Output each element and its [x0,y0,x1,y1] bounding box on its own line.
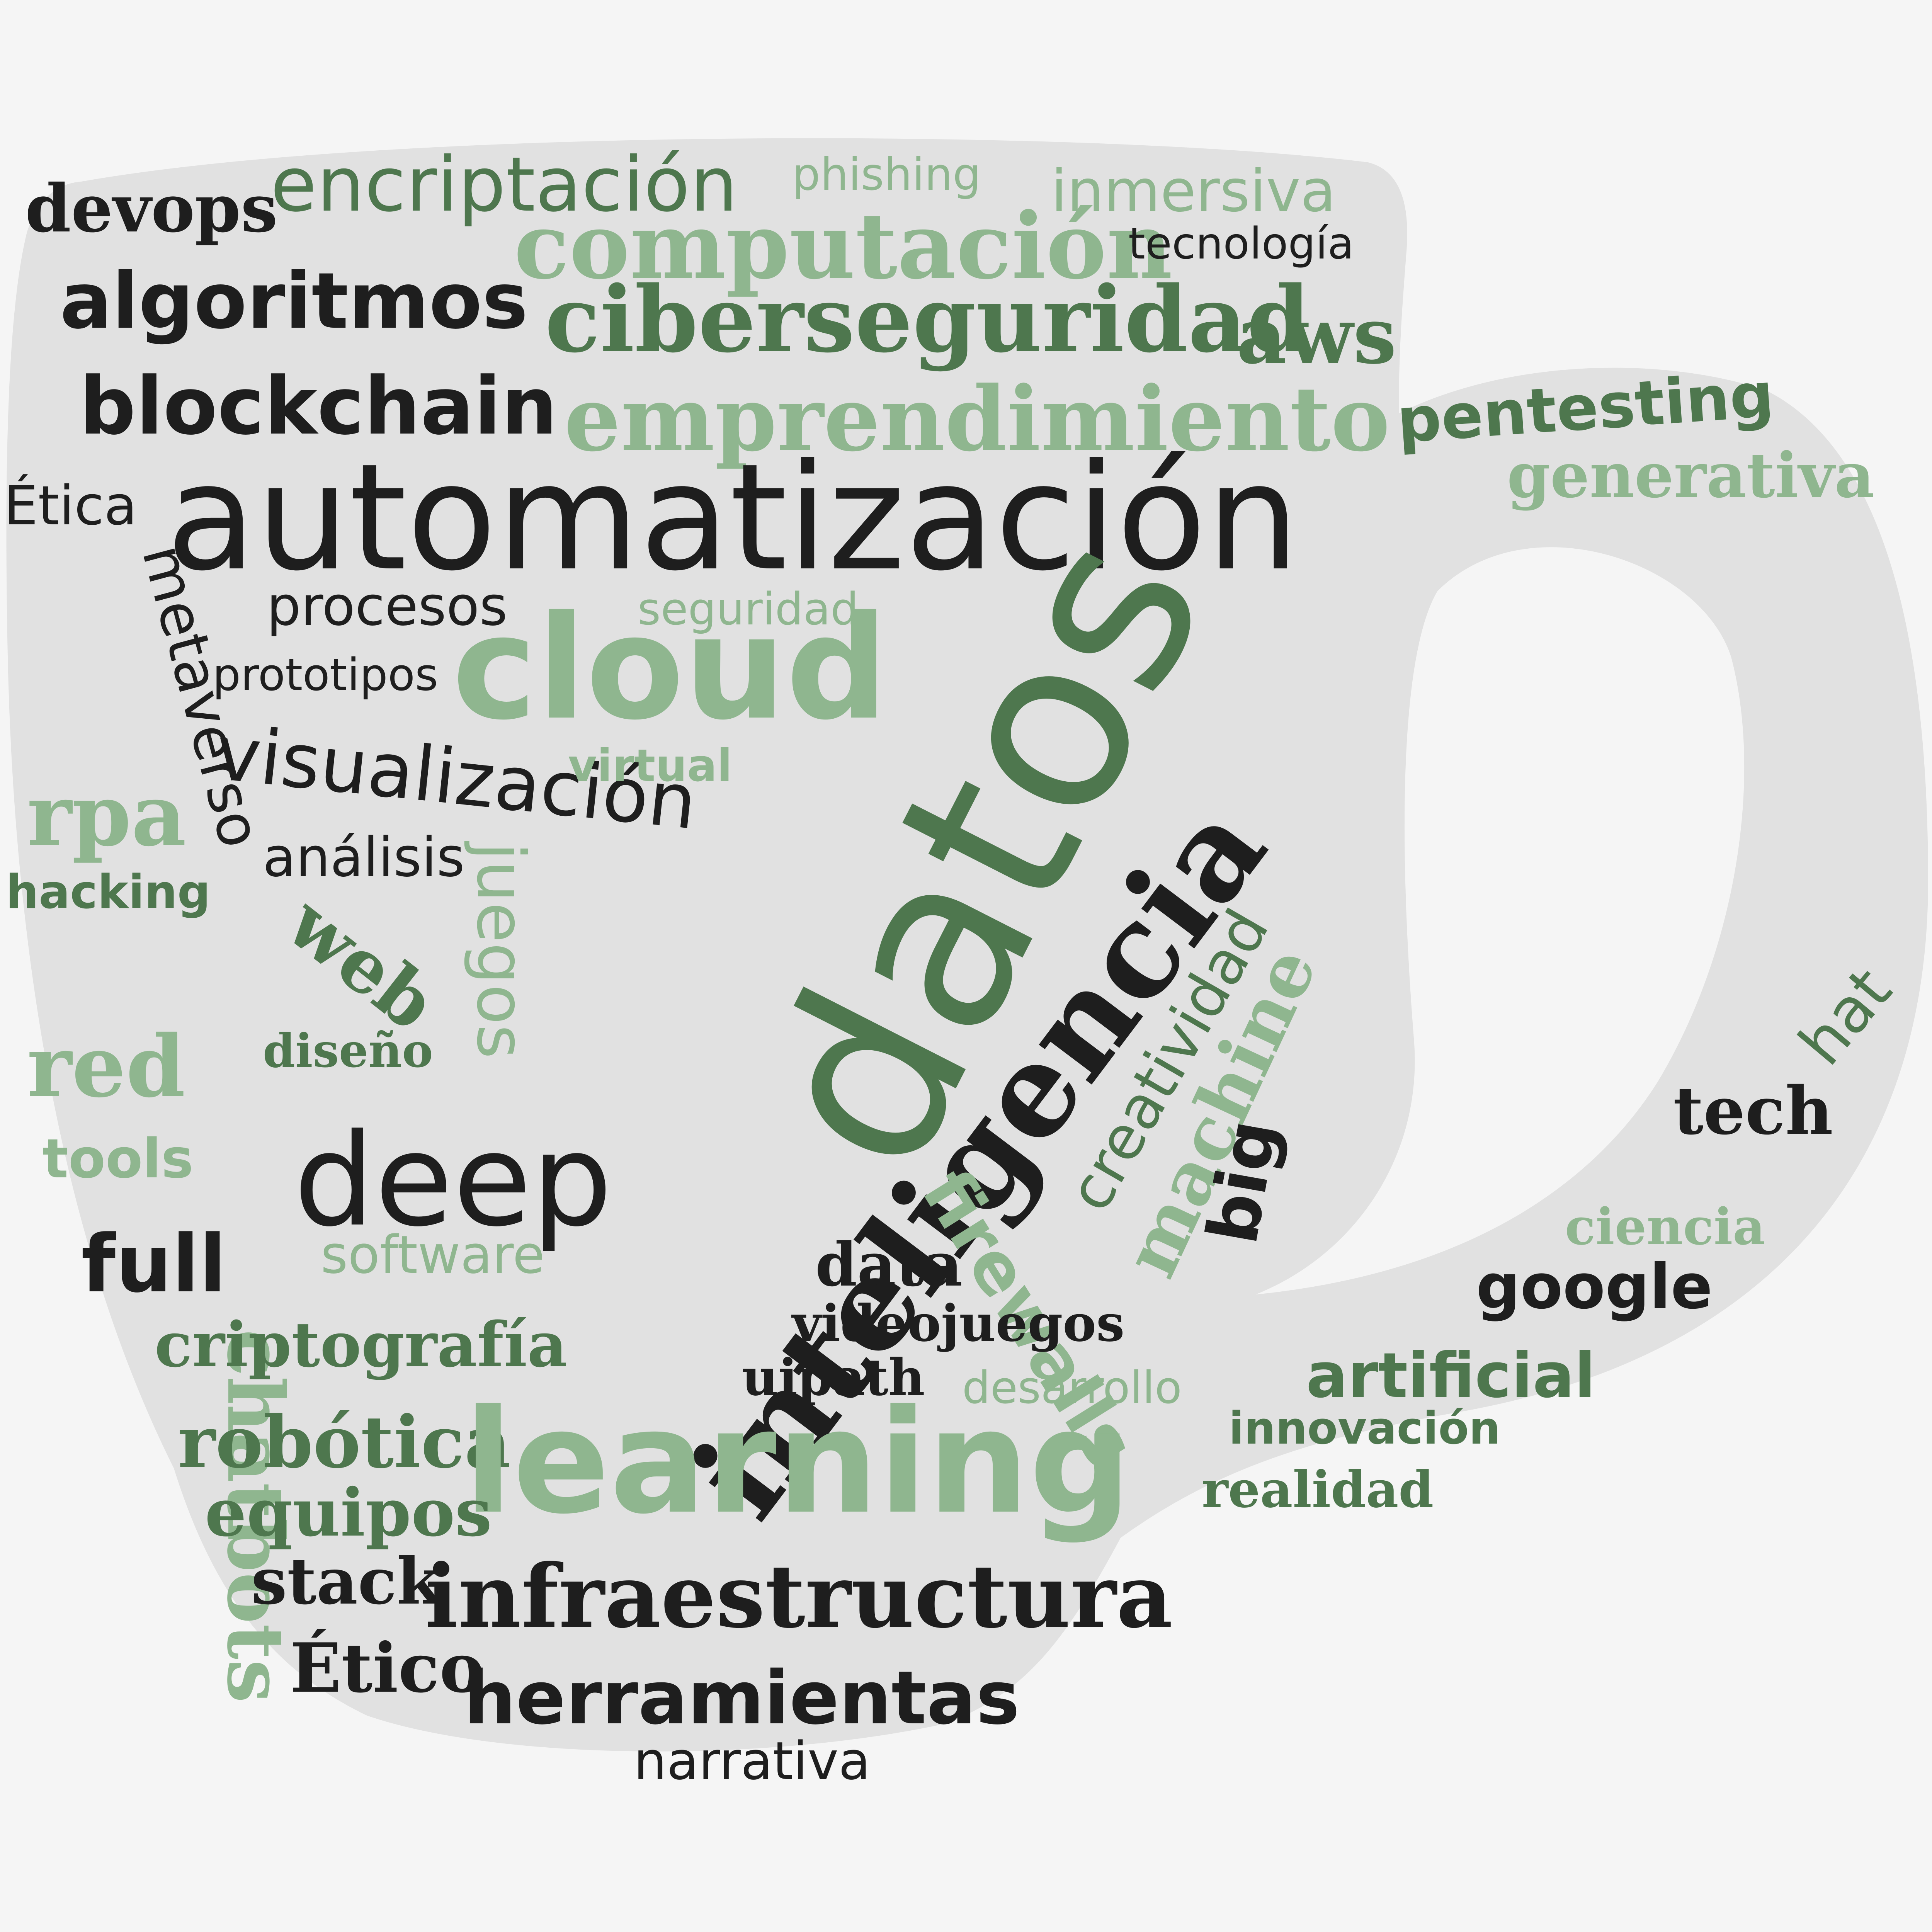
word-juegos: juegos [462,842,539,1059]
word-stack: stack [251,1544,441,1619]
word-hacking: hacking [6,866,211,919]
word-big: big [1192,1114,1293,1250]
word-infraestructura: infraestructura [425,1546,1173,1648]
word-herramientas: herramientas [464,1655,1020,1741]
word-videojuegos: videojuegos [792,1294,1125,1353]
word-automatizacion: automatización [166,432,1299,603]
word-uipath: uipath [742,1348,925,1407]
word-encriptacion: encriptación [270,141,738,228]
word-criptografia: criptografía [155,1308,568,1381]
mug-shape [6,138,1929,1752]
word-tecnologia: tecnología [1128,219,1354,269]
word-aws: aws [1236,291,1397,381]
word-tech: tech [1673,1072,1833,1150]
word-innovacion: innovación [1229,1403,1501,1454]
word-computacion: computación [514,193,1173,299]
word-diseno: diseño [263,1024,433,1078]
word-cloud: cloud [452,585,888,752]
word-robotica: robótica [178,1400,511,1484]
word-narrativa: narrativa [634,1731,871,1791]
word-seguridad: seguridad [638,583,859,635]
word-software: software [321,1225,545,1285]
word-virtual: virtual [568,740,732,792]
word-deep: deep [294,1106,612,1255]
word-learning: learning [464,1379,1132,1546]
word-devops: devops [25,170,278,247]
word-etico: Ético [290,1629,485,1708]
word-rpa: rpa [27,765,187,865]
word-realidad: realidad [1202,1460,1434,1519]
word-desarrollo: desarrollo [962,1362,1182,1414]
word-red: red [27,1016,185,1116]
word-prototipos: prototipos [213,649,438,701]
word-phishing: phishing [792,149,981,201]
word-data: data [815,1229,963,1300]
word-tools: tools [43,1128,194,1190]
word-full: full [81,1218,226,1310]
word-analisis: análisis [263,826,465,889]
word-ciberseguridad: ciberseguridad [545,266,1310,373]
word-procesos: procesos [267,575,508,638]
word-algoritmos: algoritmos [60,256,528,346]
word-etica: Ética [4,474,138,537]
word-generativa: generativa [1507,439,1875,512]
word-equipos: equipos [205,1474,492,1551]
word-artificial: artificial [1306,1339,1596,1412]
word-emprendimiento: emprendimiento [564,367,1390,471]
word-blockchain: blockchain [79,361,558,452]
word-ciencia: ciencia [1565,1197,1765,1256]
word-google: google [1476,1250,1713,1323]
word-inmersiva: inmersiva [1051,158,1336,225]
